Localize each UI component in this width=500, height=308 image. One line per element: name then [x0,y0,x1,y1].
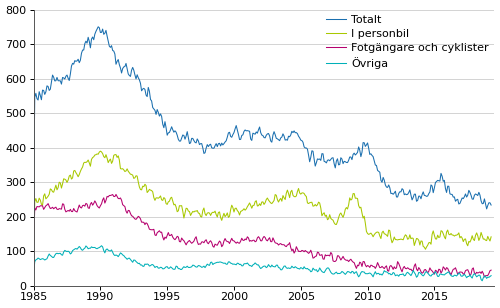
Fotgängare och cyklister [113,192,119,196]
I personbil [422,247,428,251]
I personbil [482,238,488,242]
I personbil [92,153,98,157]
Legend: Totalt, I personbil, Fotgängare och cyklister, Övriga: Totalt, I personbil, Fotgängare och cykl… [324,13,491,71]
Fotgängare och cyklister [64,209,70,213]
Totalt [482,197,488,201]
I personbil [64,180,70,184]
Fotgängare och cyklister [482,274,488,278]
I personbil [488,235,494,239]
Fotgängare och cyklister [30,244,36,248]
Line: I personbil: I personbil [34,151,491,249]
Totalt [196,143,202,146]
Totalt [146,86,152,89]
Övriga [98,244,104,248]
Fotgängare och cyklister [437,268,443,271]
Fotgängare och cyklister [92,199,98,203]
Totalt [64,73,70,77]
Totalt [95,25,101,29]
Line: Totalt: Totalt [34,27,491,209]
Övriga [146,263,152,266]
Övriga [196,264,202,268]
Övriga [30,272,36,276]
I personbil [438,229,444,233]
Totalt [484,207,490,211]
Övriga [482,275,488,278]
Övriga [64,250,70,253]
Line: Övriga: Övriga [34,246,491,281]
Totalt [437,179,443,183]
I personbil [196,212,202,215]
Övriga [92,245,98,249]
I personbil [146,189,152,193]
Fotgängare och cyklister [196,242,202,246]
Fotgängare och cyklister [482,275,488,279]
Line: Fotgängare och cyklister: Fotgängare och cyklister [34,194,491,277]
Totalt [92,32,98,36]
Övriga [488,274,494,278]
I personbil [98,149,103,153]
Fotgängare och cyklister [488,268,494,272]
Övriga [437,272,443,276]
Övriga [479,279,485,283]
I personbil [30,243,36,246]
Totalt [30,192,36,196]
Fotgängare och cyklister [146,224,152,228]
Totalt [488,203,494,207]
